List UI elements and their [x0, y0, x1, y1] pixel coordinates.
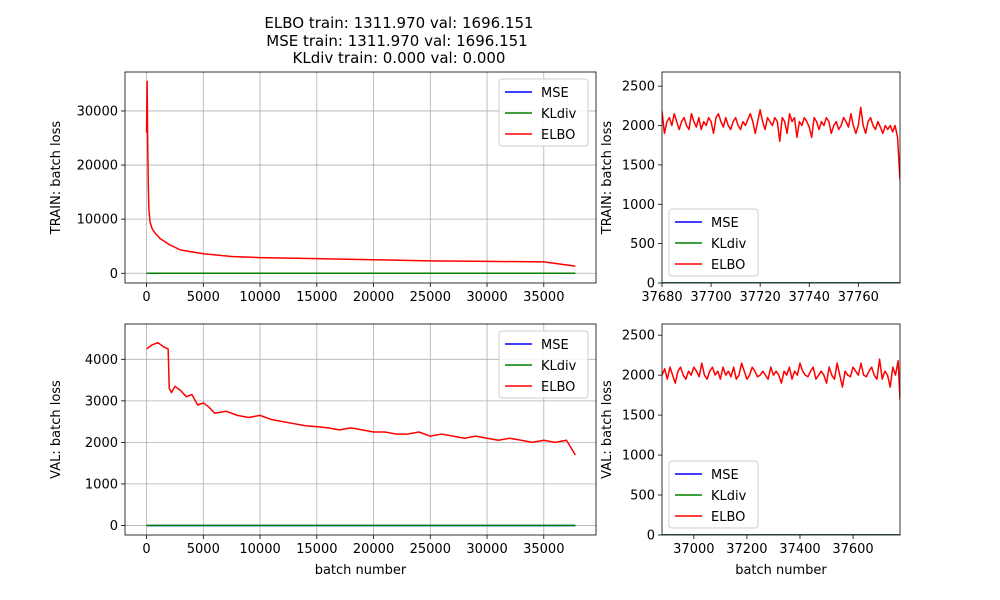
series-line-elbo: [662, 106, 900, 180]
x-tick-label: 5000: [187, 290, 220, 305]
x-tick-label: 37680: [641, 290, 682, 305]
axes-val-zoom: 37000 37200 37400 37600 0 500 1000 1500 2000 2500…: [600, 323, 901, 578]
legend-box: [498, 78, 589, 147]
y-tick-label: 2000: [622, 119, 655, 134]
y-tick-label: 1500: [622, 409, 655, 424]
legend-label-mse: MSE: [711, 468, 739, 483]
x-tick-label: 37000: [673, 542, 714, 557]
x-tick-label: 20000: [353, 290, 394, 305]
x-tick-label: 15000: [296, 290, 337, 305]
axes-frame: [124, 71, 597, 284]
axes-train-zoom: 37680 37700 37720 37740 37760 0 500 1000 1500 200…: [600, 71, 901, 305]
legend-label-mse: MSE: [711, 216, 739, 231]
x-tick-label: 5000: [187, 542, 220, 557]
legend-box: [668, 208, 759, 277]
x-tick-label: 37700: [690, 290, 731, 305]
x-tick-label: 37720: [739, 290, 780, 305]
legend: MSE KLdiv ELBO: [668, 460, 759, 529]
legend-label-kldiv: KLdiv: [711, 489, 747, 504]
x-tick-label: 10000: [239, 542, 280, 557]
series-group: [146, 341, 576, 527]
axes-frame: [124, 323, 597, 536]
axes-frame: [661, 71, 901, 284]
x-tick-label: 0: [142, 542, 150, 557]
legend-label-kldiv: KLdiv: [541, 359, 577, 374]
legend: MSE KLdiv ELBO: [498, 78, 589, 147]
y-tick-label: 0: [647, 277, 655, 292]
title-line-mse: MSE train: 1311.970 val: 1696.151: [266, 32, 527, 50]
x-tick-label: 15000: [296, 542, 337, 557]
y-tick-label: 1000: [622, 449, 655, 464]
x-axis-label: batch number: [315, 563, 407, 578]
legend-label-kldiv: KLdiv: [541, 107, 577, 122]
legend: MSE KLdiv ELBO: [498, 330, 589, 399]
y-tick-label: 2000: [85, 436, 118, 451]
y-tick-label: 2000: [622, 369, 655, 384]
title-line-elbo: ELBO train: 1311.970 val: 1696.151: [264, 14, 533, 32]
x-tick-label: 37400: [779, 542, 820, 557]
y-axis-label: TRAIN: batch loss: [600, 121, 615, 236]
legend-label-mse: MSE: [541, 86, 569, 101]
y-tick-label: 1500: [622, 158, 655, 173]
x-tick-label: 30000: [466, 542, 507, 557]
y-tick-label: 0: [110, 519, 118, 534]
legend-label-elbo: ELBO: [711, 258, 745, 273]
series-line-elbo: [146, 341, 576, 456]
legend-box: [668, 460, 759, 529]
x-tick-label: 37760: [838, 290, 879, 305]
y-tick-label: 500: [630, 489, 655, 504]
x-tick-label: 20000: [353, 542, 394, 557]
y-tick-label: 1000: [85, 477, 118, 492]
series-group: [662, 106, 900, 283]
x-tick-label: 35000: [523, 542, 564, 557]
x-tick-label: 10000: [239, 290, 280, 305]
series-line-elbo: [145, 80, 576, 267]
x-tick-label: 35000: [523, 290, 564, 305]
legend-label-elbo: ELBO: [541, 128, 575, 143]
axes-train-full: 0 5000 10000 15000 20000 25000 30000 35000 0 1000…: [49, 71, 597, 305]
y-tick-label: 0: [110, 267, 118, 282]
x-tick-label: 0: [142, 290, 150, 305]
x-tick-label: 37740: [789, 290, 830, 305]
legend-label-mse: MSE: [541, 338, 569, 353]
y-tick-label: 4000: [85, 353, 118, 368]
figure-title: ELBO train: 1311.970 val: 1696.151 MSE t…: [264, 14, 533, 67]
y-axis-label: VAL: batch loss: [600, 380, 615, 479]
x-axis-label: batch number: [735, 563, 827, 578]
y-tick-label: 2500: [622, 329, 655, 344]
legend-label-elbo: ELBO: [541, 380, 575, 395]
title-line-kldiv: KLdiv train: 0.000 val: 0.000: [293, 49, 506, 67]
series-group: [662, 358, 900, 535]
y-tick-label: 10000: [77, 213, 118, 228]
x-tick-label: 37200: [726, 542, 767, 557]
series-group: [145, 80, 576, 275]
x-tick-label: 30000: [466, 290, 507, 305]
y-tick-label: 500: [630, 237, 655, 252]
x-tick-label: 37600: [832, 542, 873, 557]
axes-val-full: 0 5000 10000 15000 20000 25000 30000 35000 0 1000…: [49, 323, 597, 578]
y-tick-label: 20000: [77, 159, 118, 174]
legend-box: [498, 330, 589, 399]
y-tick-label: 30000: [77, 104, 118, 119]
x-tick-label: 25000: [410, 290, 451, 305]
legend: MSE KLdiv ELBO: [668, 208, 759, 277]
y-tick-label: 2500: [622, 80, 655, 95]
y-axis-label: TRAIN: batch loss: [49, 121, 64, 236]
legend-label-kldiv: KLdiv: [711, 237, 747, 252]
axes-frame: [661, 323, 901, 536]
series-line-elbo: [662, 358, 900, 400]
y-tick-label: 0: [647, 529, 655, 544]
y-axis-label: VAL: batch loss: [49, 380, 64, 479]
y-tick-label: 1000: [622, 198, 655, 213]
y-tick-label: 3000: [85, 394, 118, 409]
x-tick-label: 25000: [410, 542, 451, 557]
legend-label-elbo: ELBO: [711, 510, 745, 525]
